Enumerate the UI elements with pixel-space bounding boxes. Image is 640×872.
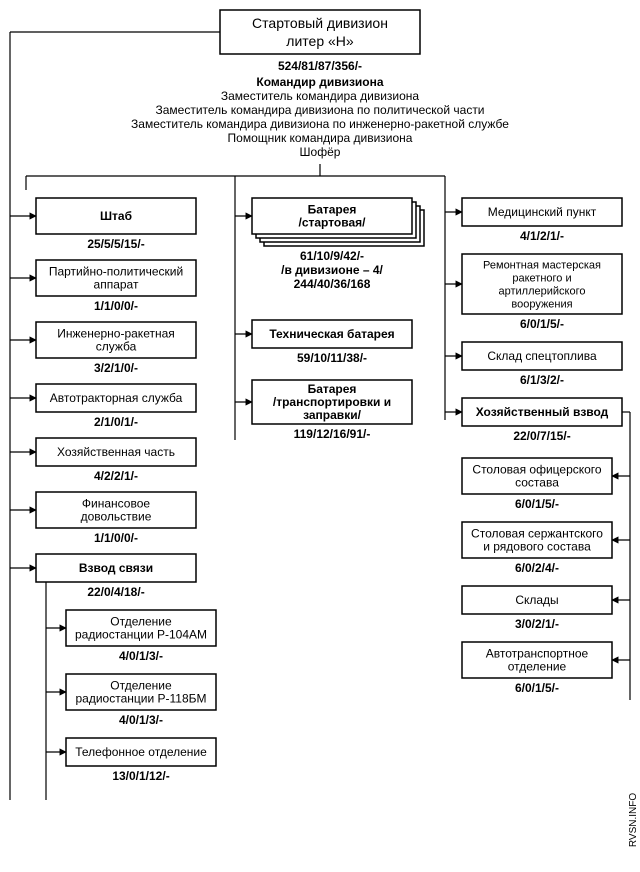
header-title-2: литер «Н» <box>286 33 354 49</box>
svg-text:Склады: Склады <box>515 593 558 607</box>
svg-text:6/0/1/5/-: 6/0/1/5/- <box>515 681 559 695</box>
svg-text:радиостанции Р-118БМ: радиостанции Р-118БМ <box>75 692 206 706</box>
svg-text:служба: служба <box>96 340 137 354</box>
svg-text:22/0/4/18/-: 22/0/4/18/- <box>87 585 144 599</box>
svg-text:Автотракторная служба: Автотракторная служба <box>50 391 183 405</box>
svg-text:244/40/36/168: 244/40/36/168 <box>294 277 371 291</box>
svg-text:и рядового состава: и рядового состава <box>483 540 591 554</box>
svg-text:6/0/1/5/-: 6/0/1/5/- <box>515 497 559 511</box>
svg-text:/в дивизионе – 4/: /в дивизионе – 4/ <box>281 263 383 277</box>
svg-text:Телефонное отделение: Телефонное отделение <box>75 745 207 759</box>
svg-text:Столовая сержантского: Столовая сержантского <box>471 527 603 541</box>
svg-text:заправки/: заправки/ <box>303 408 361 422</box>
svg-text:61/10/9/42/-: 61/10/9/42/- <box>300 249 364 263</box>
svg-text:2/1/0/1/-: 2/1/0/1/- <box>94 415 138 429</box>
svg-text:довольствие: довольствие <box>81 510 152 524</box>
svg-text:4/0/1/3/-: 4/0/1/3/- <box>119 713 163 727</box>
svg-text:Автотранспортное: Автотранспортное <box>486 647 589 661</box>
svg-text:6/1/3/2/-: 6/1/3/2/- <box>520 373 564 387</box>
svg-text:артиллерийского: артиллерийского <box>499 286 586 298</box>
header-title-1: Стартовый дивизион <box>252 15 388 31</box>
svg-text:Хозяйственный взвод: Хозяйственный взвод <box>476 405 609 419</box>
svg-text:Ремонтная мастерская: Ремонтная мастерская <box>483 260 601 272</box>
svg-text:состава: состава <box>515 476 559 490</box>
svg-text:вооружения: вооружения <box>511 299 572 311</box>
svg-text:Отделение: Отделение <box>110 679 172 693</box>
svg-text:Отделение: Отделение <box>110 615 172 629</box>
header-line-3: Заместитель командира дивизиона по инжен… <box>131 117 509 131</box>
svg-text:25/5/5/15/-: 25/5/5/15/- <box>87 237 144 251</box>
svg-text:59/10/11/38/-: 59/10/11/38/- <box>297 351 367 365</box>
svg-text:Партийно-политический: Партийно-политический <box>49 265 183 279</box>
svg-text:отделение: отделение <box>508 660 567 674</box>
header-line-2: Заместитель командира дивизиона по полит… <box>155 103 484 117</box>
svg-text:Техническая батарея: Техническая батарея <box>269 327 394 341</box>
svg-text:Взвод связи: Взвод связи <box>79 561 153 575</box>
svg-text:/стартовая/: /стартовая/ <box>298 216 366 230</box>
svg-text:Медицинский пункт: Медицинский пункт <box>488 205 597 219</box>
watermark: RVSN.INFO <box>628 793 639 847</box>
svg-text:6/0/1/5/-: 6/0/1/5/- <box>520 317 564 331</box>
svg-text:1/1/0/0/-: 1/1/0/0/- <box>94 531 138 545</box>
svg-text:Батарея: Батарея <box>308 203 357 217</box>
svg-text:13/0/1/12/-: 13/0/1/12/- <box>112 769 169 783</box>
svg-text:6/0/2/4/-: 6/0/2/4/- <box>515 561 559 575</box>
svg-text:радиостанции Р-104АМ: радиостанции Р-104АМ <box>75 628 207 642</box>
header-line-1: Заместитель командира дивизиона <box>221 89 420 103</box>
svg-text:3/2/1/0/-: 3/2/1/0/- <box>94 361 138 375</box>
header-line-4: Помощник командира дивизиона <box>228 131 413 145</box>
svg-text:Инженерно-ракетная: Инженерно-ракетная <box>57 327 175 341</box>
svg-text:Столовая офицерского: Столовая офицерского <box>472 463 602 477</box>
svg-text:22/0/7/15/-: 22/0/7/15/- <box>513 429 570 443</box>
svg-text:1/1/0/0/-: 1/1/0/0/- <box>94 299 138 313</box>
svg-text:Штаб: Штаб <box>100 209 132 223</box>
svg-text:119/12/16/91/-: 119/12/16/91/- <box>294 427 371 441</box>
header-line-0: Командир дивизиона <box>256 75 383 89</box>
header-stat: 524/81/87/356/- <box>278 59 362 73</box>
svg-text:4/2/2/1/-: 4/2/2/1/- <box>94 469 138 483</box>
header-line-5: Шофёр <box>300 145 341 159</box>
svg-text:Батарея: Батарея <box>308 382 357 396</box>
svg-text:Хозяйственная часть: Хозяйственная часть <box>57 445 175 459</box>
svg-text:4/0/1/3/-: 4/0/1/3/- <box>119 649 163 663</box>
svg-text:ракетного и: ракетного и <box>512 273 571 285</box>
svg-text:аппарат: аппарат <box>94 278 139 292</box>
svg-text:Финансовое: Финансовое <box>82 497 150 511</box>
svg-text:4/1/2/1/-: 4/1/2/1/- <box>520 229 564 243</box>
svg-text:/транспортировки и: /транспортировки и <box>273 395 391 409</box>
svg-text:3/0/2/1/-: 3/0/2/1/- <box>515 617 559 631</box>
svg-text:Склад спецтоплива: Склад спецтоплива <box>487 349 597 363</box>
